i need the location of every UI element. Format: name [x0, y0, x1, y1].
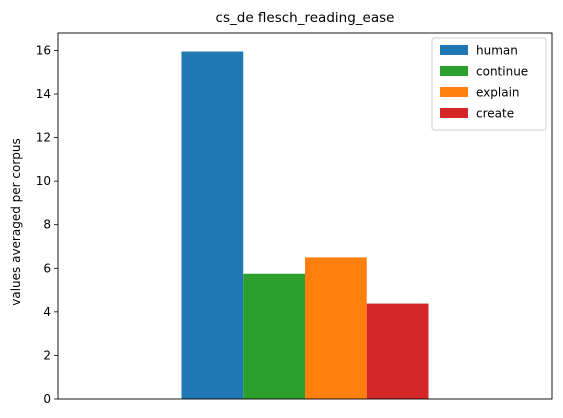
y-tick-label: 4	[43, 305, 51, 319]
legend-swatch-continue	[440, 66, 468, 76]
y-tick-label: 16	[36, 43, 51, 57]
y-axis: 0 2 4 6 8 10 12 14 16	[36, 43, 58, 406]
legend-label-continue: continue	[476, 65, 528, 79]
y-tick-label: 12	[36, 131, 51, 145]
bar-human	[181, 51, 244, 400]
y-tick-label: 6	[43, 261, 51, 275]
bar-create	[366, 303, 429, 399]
legend-box	[431, 37, 547, 131]
y-tick-label: 0	[43, 392, 51, 406]
legend-label-human: human	[476, 44, 518, 58]
legend: human continue explain create	[431, 37, 547, 131]
bar-continue	[243, 273, 305, 399]
y-tick-label: 8	[43, 218, 51, 232]
bar-explain	[305, 257, 367, 399]
legend-swatch-human	[440, 45, 468, 55]
legend-label-create: create	[476, 107, 514, 121]
y-tick-label: 10	[36, 174, 51, 188]
legend-swatch-explain	[440, 87, 468, 97]
chart-title: cs_de flesch_reading_ease	[216, 10, 395, 26]
bar-group	[181, 51, 429, 400]
y-axis-label: values averaged per corpus	[9, 138, 23, 306]
y-tick-label: 2	[43, 348, 51, 362]
legend-label-explain: explain	[476, 86, 520, 100]
plot-frame	[57, 32, 553, 400]
y-tick-label: 14	[36, 87, 51, 101]
legend-swatch-create	[440, 108, 468, 118]
